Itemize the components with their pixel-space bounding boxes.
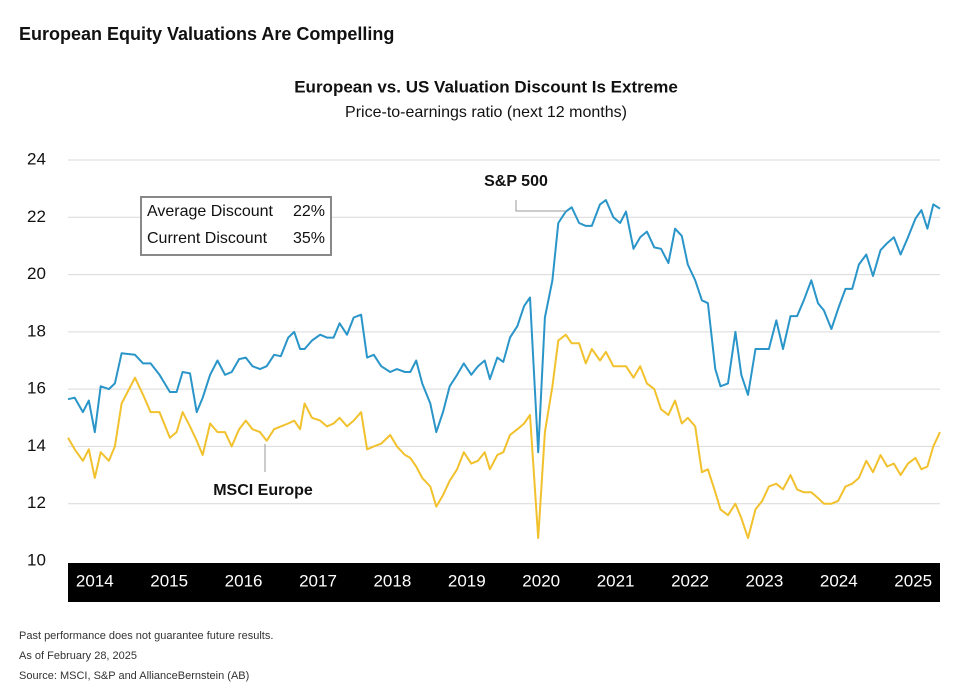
x-tick-label: 2015 (150, 571, 188, 590)
series-line (67, 199, 941, 454)
x-tick-label: 2022 (671, 571, 709, 590)
footnote: As of February 28, 2025 (19, 650, 137, 662)
chart-subtitle: Price-to-earnings ratio (next 12 months) (345, 104, 627, 121)
series-line (67, 333, 941, 540)
x-tick-label: 2025 (894, 571, 932, 590)
y-tick-label: 20 (27, 264, 46, 283)
box-label: Current Discount (147, 230, 268, 247)
x-tick-label: 2019 (448, 571, 486, 590)
y-tick-label: 14 (27, 436, 46, 455)
box-value: 35% (293, 230, 325, 247)
footnote: Source: MSCI, S&P and AllianceBernstein … (19, 670, 249, 682)
y-tick-label: 18 (27, 321, 46, 340)
x-tick-label: 2018 (373, 571, 411, 590)
y-tick-label: 24 (27, 149, 46, 168)
leader-line (515, 200, 566, 212)
page-header: European Equity Valuations Are Compellin… (19, 24, 394, 44)
discount-box (140, 196, 332, 256)
box-value: 22% (293, 203, 325, 220)
y-tick-label: 12 (27, 493, 46, 512)
x-tick-label: 2016 (225, 571, 263, 590)
x-tick-label: 2023 (745, 571, 783, 590)
x-axis-band (68, 563, 940, 602)
x-tick-label: 2021 (597, 571, 635, 590)
y-tick-label: 22 (27, 207, 46, 226)
box-label: Average Discount (147, 203, 274, 220)
y-tick-label: 10 (27, 550, 46, 569)
plot-area: 10 12 14 16 18 20 22 24 (27, 149, 941, 569)
x-tick-label: 2014 (76, 571, 114, 590)
series-label: MSCI Europe (213, 482, 313, 499)
x-tick-label: 2017 (299, 571, 337, 590)
y-tick-label: 16 (27, 379, 46, 398)
chart-title: European vs. US Valuation Discount Is Ex… (294, 77, 678, 96)
footnote: Past performance does not guarantee futu… (19, 630, 273, 642)
x-tick-label: 2024 (820, 571, 858, 590)
x-tick-label: 2020 (522, 571, 560, 590)
series-label: S&P 500 (484, 173, 548, 190)
